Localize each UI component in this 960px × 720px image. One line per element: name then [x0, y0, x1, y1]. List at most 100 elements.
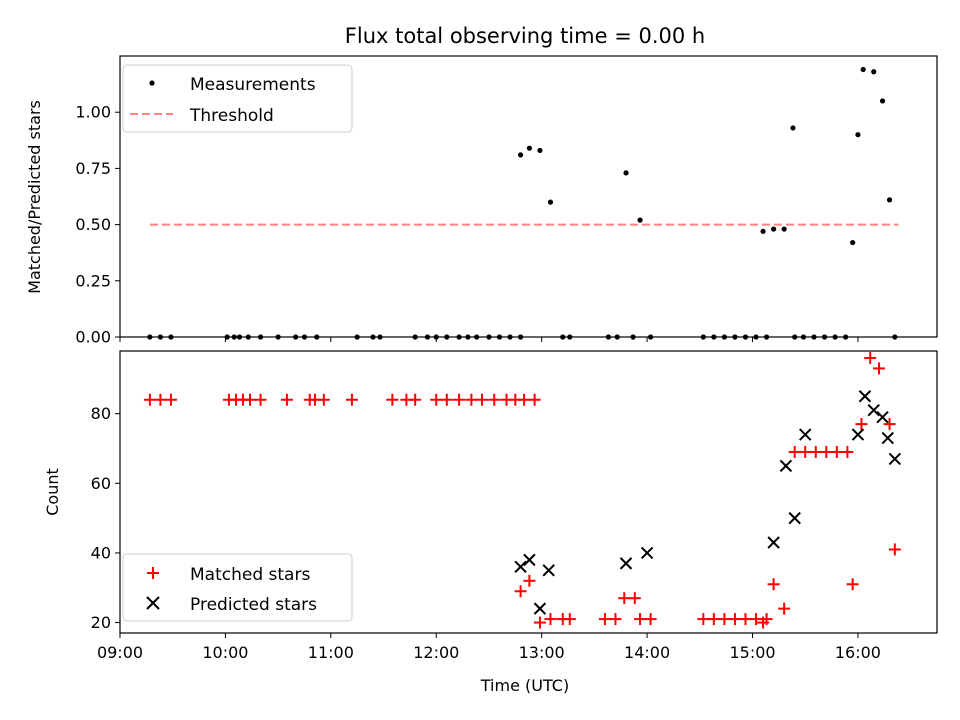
predicted-star-point-7	[779, 459, 793, 473]
bottom-x-tick-label-7: 16:00	[835, 643, 881, 662]
matched-star-point-21	[488, 393, 501, 406]
matched-star-point-29	[544, 613, 557, 626]
matched-star-point-8	[280, 393, 293, 406]
matched-star-point-1	[154, 393, 167, 406]
matched-star-point-27	[523, 574, 536, 587]
matched-star-point-31	[563, 613, 576, 626]
measurement-point-56	[855, 132, 861, 138]
top-axes-frame	[119, 55, 938, 338]
measurement-point-59	[879, 98, 886, 104]
legend-matched-marker	[147, 567, 159, 579]
measurement-point-34	[623, 170, 629, 176]
matched-star-point-39	[707, 613, 720, 626]
predicted-star-point-14	[881, 431, 895, 445]
predicted-star-point-3	[542, 564, 555, 577]
matched-star-point-38	[697, 613, 710, 626]
measurement-point-45	[760, 228, 766, 234]
top-legend-box	[122, 64, 353, 133]
matched-star-point-20	[475, 393, 488, 406]
matched-star-point-25	[528, 393, 541, 406]
bottom-x-tick-label-4: 13:00	[519, 643, 565, 662]
bottom-y-tick-label-3: 80	[91, 404, 111, 423]
matched-star-point-33	[609, 613, 622, 626]
predicted-star-point-8	[788, 511, 801, 525]
matched-star-point-26	[514, 585, 527, 598]
top-y-tick-label-0: 0.00	[75, 328, 111, 347]
top-y-tick-label-3: 0.75	[75, 159, 111, 178]
predicted-star-point-10	[851, 428, 865, 441]
predicted-star-point-4	[619, 557, 633, 570]
predicted-star-point-2	[533, 602, 547, 615]
matched-star-point-41	[728, 613, 741, 626]
matched-star-point-32	[598, 613, 611, 626]
measurement-point-46	[771, 226, 777, 232]
measurement-point-60	[886, 197, 893, 203]
legend-threshold-label: Threshold	[189, 106, 274, 126]
matched-star-point-0	[143, 393, 156, 406]
matched-star-point-55	[855, 418, 868, 431]
matched-star-point-18	[453, 393, 466, 406]
matched-star-point-40	[718, 613, 731, 626]
top-y-tick-label-2: 0.50	[75, 215, 111, 234]
matched-star-point-34	[618, 592, 631, 605]
matched-star-point-2	[164, 393, 177, 406]
predicted-star-point-15	[888, 452, 902, 466]
bottom-x-tick-label-2: 11:00	[308, 643, 354, 662]
top-y-axis-label: Matched/Predicted stars	[25, 100, 44, 294]
matched-star-point-46	[767, 578, 780, 591]
top-legend: Measurements Threshold	[122, 64, 353, 133]
bottom-y-ticks: 20 40 60 80	[91, 404, 120, 632]
legend-measurements-label: Measurements	[190, 75, 316, 95]
top-y-tick-label-4: 1.00	[75, 103, 111, 122]
measurement-point-58	[871, 69, 877, 75]
matched-star-point-24	[518, 393, 531, 406]
matched-star-point-52	[830, 445, 843, 458]
matched-star-point-19	[465, 393, 478, 406]
bottom-x-tick-label-1: 10:00	[202, 643, 248, 662]
matched-star-point-37	[644, 613, 657, 626]
predicted-star-point-6	[767, 536, 780, 549]
bottom-x-tick-label-5: 14:00	[624, 643, 670, 662]
legend-predicted-marker	[146, 596, 160, 610]
bottom-x-ticks: 09:00 10:00 11:00 12:00 13:00 14:00 15:00 16:00	[97, 633, 881, 662]
x-axis-label: Time (UTC)	[480, 676, 569, 695]
top-x-ticks	[119, 337, 859, 342]
matched-star-point-57	[873, 362, 886, 375]
bottom-legend: Matched stars Predicted stars	[122, 553, 353, 622]
bottom-plot-area	[143, 351, 902, 629]
matched-star-point-48	[788, 445, 801, 458]
measurement-point-55	[850, 239, 856, 246]
bottom-x-tick-label-3: 12:00	[413, 643, 459, 662]
measurement-point-36	[637, 217, 643, 223]
matched-star-point-17	[440, 393, 453, 406]
legend-matched-label: Matched stars	[190, 565, 310, 585]
bottom-x-tick-label-6: 15:00	[729, 643, 775, 662]
predicted-star-point-5	[640, 546, 654, 560]
matched-star-point-16	[430, 393, 443, 406]
predicted-star-point-9	[799, 428, 812, 441]
matched-star-point-50	[809, 445, 822, 458]
bottom-y-tick-label-1: 40	[91, 543, 111, 562]
matched-star-point-47	[778, 602, 791, 615]
measurement-point-48	[790, 125, 796, 131]
matched-star-point-53	[841, 445, 854, 458]
matched-star-point-58	[883, 418, 896, 431]
bottom-legend-box	[122, 553, 353, 622]
predicted-star-point-1	[523, 553, 536, 567]
bottom-axes-frame	[119, 350, 938, 634]
measurement-point-26	[517, 152, 524, 158]
predicted-star-point-0	[514, 560, 527, 574]
bottom-y-tick-label-2: 60	[91, 474, 111, 493]
matched-star-point-15	[409, 393, 422, 406]
matched-star-point-54	[846, 578, 859, 591]
predicted-star-point-12	[867, 403, 880, 417]
matched-star-point-56	[864, 351, 877, 364]
legend-predicted-label: Predicted stars	[190, 595, 317, 615]
matched-star-point-36	[634, 613, 647, 626]
legend-measurements-marker	[149, 80, 155, 86]
bottom-y-axis-label: Count	[43, 468, 62, 516]
matched-star-point-6	[244, 393, 257, 406]
bottom-y-tick-label-0: 20	[91, 613, 111, 632]
chart-title: Flux total observing time = 0.00 h	[345, 24, 705, 48]
matched-star-point-45	[757, 616, 770, 629]
